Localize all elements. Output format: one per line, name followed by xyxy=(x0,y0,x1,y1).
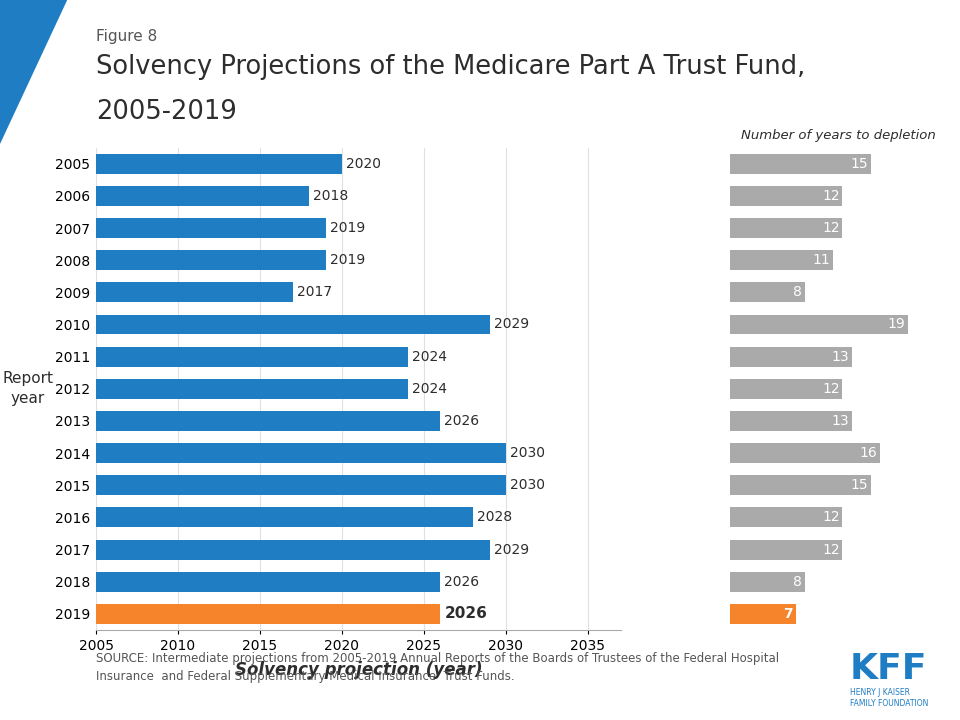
Bar xyxy=(96,604,441,624)
Bar xyxy=(96,508,473,528)
Text: 2026: 2026 xyxy=(444,414,480,428)
Text: 13: 13 xyxy=(831,414,849,428)
Bar xyxy=(731,379,843,399)
Bar xyxy=(731,411,852,431)
Text: 2005-2019: 2005-2019 xyxy=(96,99,237,125)
Text: 15: 15 xyxy=(851,478,868,492)
Text: 12: 12 xyxy=(822,382,840,396)
Text: 12: 12 xyxy=(822,510,840,524)
Text: 2024: 2024 xyxy=(412,382,446,396)
Text: Figure 8: Figure 8 xyxy=(96,29,157,44)
Bar xyxy=(731,250,833,270)
Text: 2030: 2030 xyxy=(510,478,545,492)
Text: 2018: 2018 xyxy=(313,189,348,203)
Bar xyxy=(96,250,325,270)
Text: HENRY J KAISER
FAMILY FOUNDATION: HENRY J KAISER FAMILY FOUNDATION xyxy=(850,688,928,708)
Text: 16: 16 xyxy=(859,446,877,460)
Text: 2029: 2029 xyxy=(493,318,529,331)
Bar xyxy=(96,282,293,302)
Text: Solvency Projections of the Medicare Part A Trust Fund,: Solvency Projections of the Medicare Par… xyxy=(96,54,805,80)
Text: 12: 12 xyxy=(822,221,840,235)
Text: Number of years to depletion: Number of years to depletion xyxy=(741,130,936,143)
Text: KFF: KFF xyxy=(850,652,927,685)
Bar xyxy=(731,539,843,559)
Bar xyxy=(96,346,408,366)
Bar xyxy=(96,379,408,399)
Text: SOURCE: Intermediate projections from 2005-2019 Annual Reports of the Boards of : SOURCE: Intermediate projections from 20… xyxy=(96,652,780,683)
Bar xyxy=(96,218,325,238)
Text: 2026: 2026 xyxy=(444,606,488,621)
Bar xyxy=(731,346,852,366)
Text: 2024: 2024 xyxy=(412,350,446,364)
Bar xyxy=(96,411,441,431)
Text: 2017: 2017 xyxy=(297,285,332,300)
Text: 12: 12 xyxy=(822,543,840,557)
Bar xyxy=(96,153,342,174)
Text: 2019: 2019 xyxy=(329,253,365,267)
Text: 13: 13 xyxy=(831,350,849,364)
Text: 7: 7 xyxy=(783,607,793,621)
Bar xyxy=(96,475,506,495)
Text: Report
year: Report year xyxy=(2,372,54,406)
Text: 2029: 2029 xyxy=(493,543,529,557)
Text: 12: 12 xyxy=(822,189,840,203)
Text: 15: 15 xyxy=(851,157,868,171)
Bar xyxy=(731,572,805,592)
Text: 2019: 2019 xyxy=(329,221,365,235)
Bar xyxy=(96,315,490,335)
Bar xyxy=(731,443,880,463)
Bar xyxy=(731,282,805,302)
Bar xyxy=(96,186,309,206)
Bar xyxy=(731,186,843,206)
Bar xyxy=(731,604,796,624)
Text: 2026: 2026 xyxy=(444,575,480,589)
Text: 2020: 2020 xyxy=(346,157,381,171)
Bar xyxy=(731,153,871,174)
Bar xyxy=(96,443,506,463)
Bar xyxy=(731,508,843,528)
Text: 2030: 2030 xyxy=(510,446,545,460)
Text: 11: 11 xyxy=(812,253,830,267)
X-axis label: Solvency projection (year): Solvency projection (year) xyxy=(234,662,482,680)
Text: 2028: 2028 xyxy=(477,510,513,524)
Bar xyxy=(731,315,908,335)
Bar xyxy=(731,218,843,238)
Bar xyxy=(96,539,490,559)
Text: 19: 19 xyxy=(887,318,905,331)
Bar xyxy=(96,572,441,592)
Text: 8: 8 xyxy=(793,285,803,300)
Text: 8: 8 xyxy=(793,575,803,589)
Bar xyxy=(731,475,871,495)
